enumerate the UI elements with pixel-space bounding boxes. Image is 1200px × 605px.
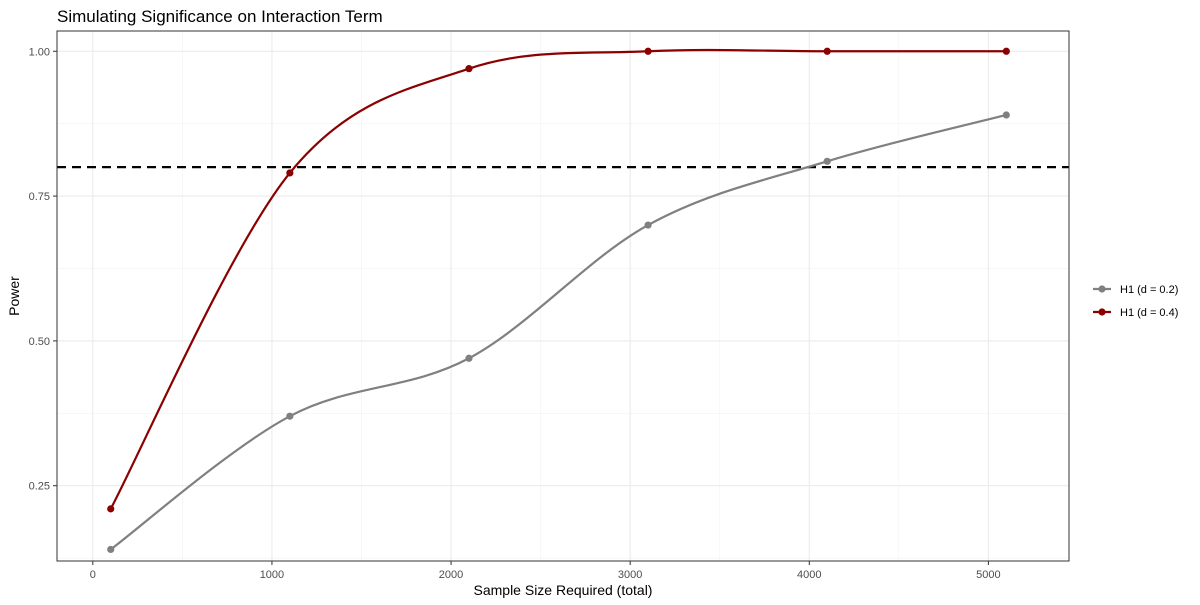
legend-label: H1 (d = 0.2): [1120, 284, 1178, 296]
legend-key-point: [1098, 285, 1106, 293]
data-point: [107, 545, 115, 554]
legend-key-point: [1098, 308, 1106, 316]
legend-item-1: H1 (d = 0.2): [1093, 284, 1178, 296]
grid-major: [57, 31, 1069, 561]
data-point: [823, 157, 831, 165]
grid-minor: [57, 31, 1069, 561]
x-tick-label: 2000: [439, 569, 463, 581]
plot-panel-border: [56, 30, 1070, 562]
x-axis-ticks: 0 1000 2000 3000 4000 5000: [90, 561, 1001, 581]
x-tick-label: 5000: [976, 569, 1000, 581]
y-tick-label: 0.75: [29, 191, 50, 203]
x-tick-label: 4000: [797, 569, 821, 581]
y-axis-ticks: 0.25 0.50 0.75 1.00: [29, 46, 57, 493]
data-point: [823, 47, 831, 55]
chart-title: Simulating Significance on Interaction T…: [57, 7, 383, 26]
x-tick-label: 3000: [618, 569, 642, 581]
x-axis-title: Sample Size Required (total): [474, 582, 653, 598]
data-point: [465, 65, 473, 73]
data-point: [644, 47, 652, 55]
y-tick-label: 0.50: [29, 336, 50, 348]
series-2: [107, 47, 1010, 513]
legend: H1 (d = 0.2) H1 (d = 0.4): [1093, 284, 1178, 319]
y-axis-title: Power: [6, 276, 22, 316]
legend-label: H1 (d = 0.4): [1120, 307, 1178, 319]
data-point: [286, 169, 294, 177]
y-tick-label: 0.25: [29, 481, 50, 493]
data-point: [107, 505, 115, 513]
legend-item-2: H1 (d = 0.4): [1093, 307, 1178, 319]
data-point: [286, 412, 294, 420]
data-point: [1002, 111, 1010, 119]
data-point: [1002, 47, 1010, 55]
data-point: [644, 221, 652, 229]
series-line: [109, 48, 1007, 510]
x-tick-label: 1000: [260, 569, 284, 581]
series-layer: [107, 47, 1010, 554]
y-tick-label: 1.00: [29, 46, 50, 58]
data-point: [465, 354, 473, 362]
series-line: [110, 113, 1007, 551]
x-tick-label: 0: [90, 569, 96, 581]
plot-panel: [57, 31, 1069, 561]
series-1: [107, 111, 1010, 554]
